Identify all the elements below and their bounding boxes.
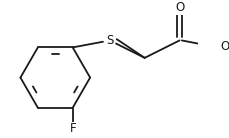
Text: OH: OH [219, 40, 229, 53]
Text: O: O [174, 1, 183, 14]
Text: F: F [69, 122, 76, 135]
Text: S: S [106, 34, 113, 47]
